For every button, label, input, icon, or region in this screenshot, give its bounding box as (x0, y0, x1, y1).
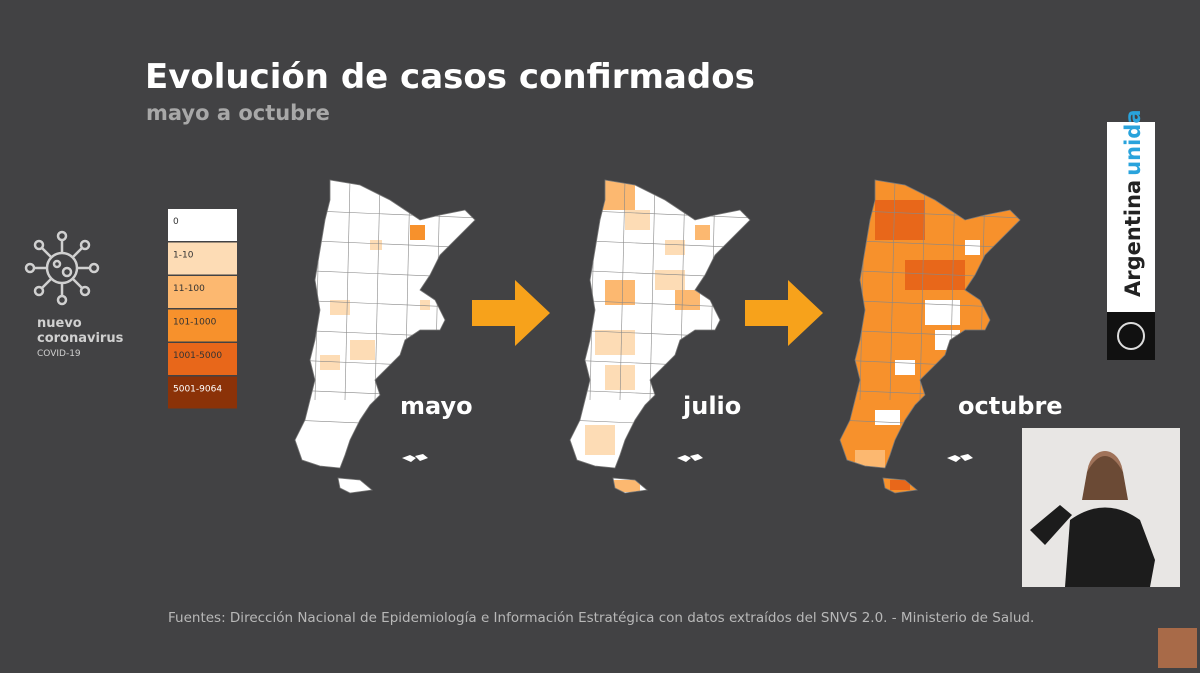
footer-source: Fuentes: Dirección Nacional de Epidemiol… (168, 610, 1034, 626)
province-border (374, 180, 381, 401)
map-label: mayo (400, 392, 473, 420)
region-patch (875, 410, 900, 425)
logo-text: COVID-19 (37, 349, 81, 359)
thumbnail (1158, 628, 1197, 668)
province-border (919, 180, 926, 401)
islands (947, 454, 973, 462)
legend-swatch (168, 376, 237, 409)
map-label: octubre (958, 392, 1063, 420)
arrow (745, 280, 823, 346)
emblem (1117, 322, 1145, 350)
province-border (619, 180, 626, 401)
legend-label: 1-10 (173, 251, 194, 261)
legend-swatch (168, 242, 237, 275)
brand-box (1107, 122, 1155, 312)
region-patch (370, 240, 382, 250)
region-patch (625, 210, 650, 230)
subtitle: mayo a octubre (146, 101, 330, 125)
legend: 0 1-10 11-100 101-1000 1001-5000 5001-9064 (168, 209, 237, 409)
logo-text: coronavirus (37, 331, 124, 346)
region-patch (895, 360, 915, 375)
islands (402, 454, 428, 462)
legend-label: 1001-5000 (173, 351, 222, 361)
title: Evolución de casos confirmados (145, 57, 755, 97)
legend-label: 5001-9064 (173, 385, 222, 395)
legend-label: 11-100 (173, 284, 205, 294)
legend-label: 101-1000 (173, 318, 217, 328)
region-patch (320, 355, 340, 370)
legend-swatch (168, 209, 237, 241)
islands (677, 454, 703, 462)
region-patch (695, 225, 710, 240)
province-border (889, 180, 896, 401)
region-patch (605, 365, 635, 390)
interpreter (1030, 451, 1155, 587)
legend-swatch (168, 309, 237, 342)
region-patch (410, 225, 425, 240)
region-patch (585, 425, 615, 455)
region-patch (595, 330, 635, 355)
map-label: julio (682, 392, 741, 420)
province-border (649, 180, 656, 401)
region-patch (420, 300, 430, 310)
region-patch (675, 290, 700, 310)
region-patch (350, 340, 375, 360)
virus-icon (24, 230, 100, 306)
region-patch (330, 300, 350, 315)
region-patch (965, 240, 980, 255)
legend-swatch (168, 276, 237, 308)
province-border (344, 180, 351, 401)
region-patch (655, 270, 685, 290)
region-patch (605, 280, 635, 305)
arrow (472, 280, 550, 346)
region-patch (875, 200, 925, 240)
region-patch (665, 240, 685, 255)
brand-text: Argentinaunida (1121, 109, 1145, 297)
region-patch (890, 480, 910, 490)
emblem-box (1107, 312, 1155, 360)
logo-text: nuevo (37, 316, 82, 331)
legend-swatch (168, 343, 237, 375)
legend-label: 0 (173, 217, 179, 227)
